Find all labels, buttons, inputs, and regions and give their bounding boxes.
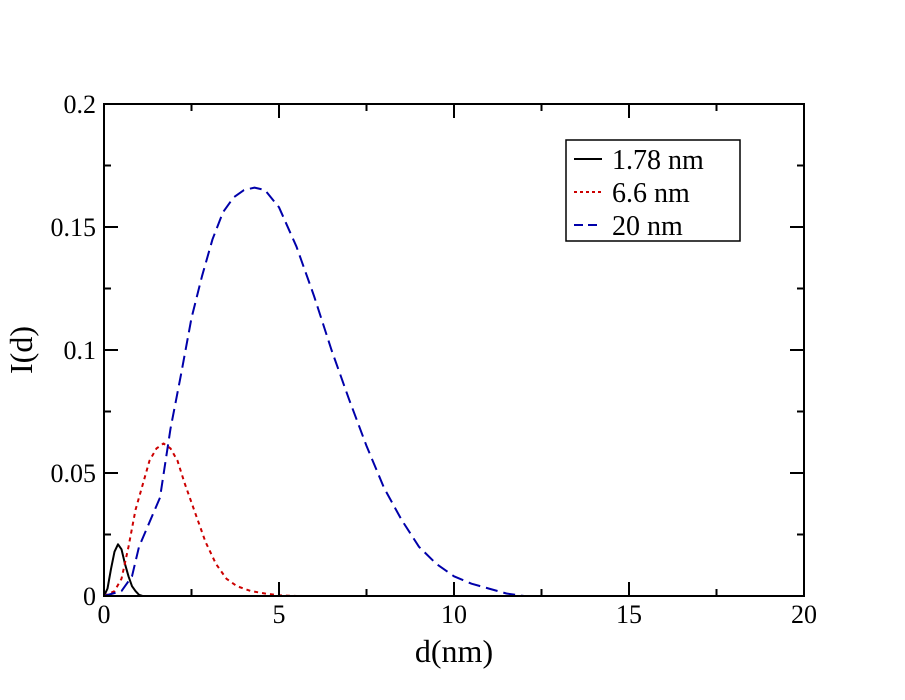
y-tick-label: 0	[83, 582, 96, 611]
legend-label-1-78nm: 1.78 nm	[612, 145, 704, 176]
x-axis-title: d(nm)	[415, 633, 493, 669]
series-line-1-78-nm	[103, 543, 143, 597]
series-layer	[103, 186, 525, 597]
legend-label-6-6nm: 6.6 nm	[612, 178, 690, 209]
y-tick-label: 0.15	[51, 213, 97, 242]
y-tick-label: 0.05	[51, 459, 97, 488]
series-line-6-6-nm	[103, 442, 297, 597]
legend-label-20nm: 20 nm	[612, 211, 683, 242]
y-tick-label: 0.1	[64, 336, 97, 365]
x-tick-label: 20	[791, 600, 817, 629]
x-tick-label: 15	[616, 600, 642, 629]
x-tick-label: 0	[98, 600, 111, 629]
legend: 1.78 nm 6.6 nm 20 nm	[565, 139, 741, 242]
y-tick-label: 0.2	[64, 90, 97, 119]
x-tick-label: 10	[441, 600, 467, 629]
x-tick-label: 5	[273, 600, 286, 629]
y-axis-title: I(d)	[3, 326, 39, 374]
tick-layer: 0 5 10 15 20 0 0.05 0.1 0.15 0.2	[51, 90, 818, 629]
